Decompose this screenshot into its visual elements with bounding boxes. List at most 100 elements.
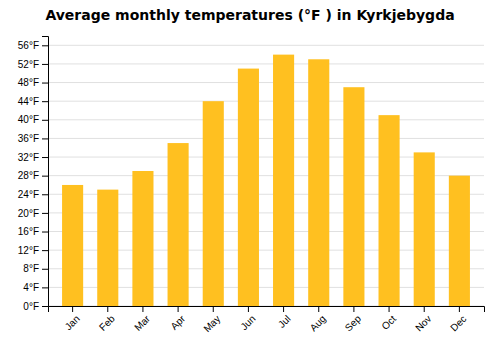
tick-label: 48°F [18, 77, 39, 88]
tick-mark [42, 306, 48, 307]
tick-label: Apr [169, 313, 188, 332]
tick-mark [213, 306, 214, 312]
tick: May [201, 306, 222, 334]
grid-line [48, 101, 484, 102]
tick: Dec [448, 306, 468, 333]
tick-label: Feb [97, 313, 117, 333]
tick: 52°F [18, 59, 48, 70]
tick-label: 40°F [18, 114, 39, 125]
grid-line [48, 138, 484, 139]
tick-label: 20°F [18, 208, 39, 219]
tick: 24°F [18, 189, 48, 200]
bar [203, 101, 224, 306]
tick: 28°F [18, 170, 48, 181]
tick-mark [42, 194, 48, 195]
tick-label: 8°F [23, 263, 39, 274]
tick: Aug [308, 306, 328, 333]
tick-label: Jun [238, 313, 257, 332]
bar [168, 143, 189, 306]
tick-mark [389, 306, 390, 312]
tick-label: 4°F [23, 282, 39, 293]
tick-label: Dec [448, 313, 468, 333]
bar [97, 190, 118, 306]
tick: 20°F [18, 208, 48, 219]
tick: 16°F [18, 226, 48, 237]
tick: Jun [238, 306, 257, 332]
bar [273, 55, 294, 306]
tick-label: 28°F [18, 170, 39, 181]
tick-label: 32°F [18, 152, 39, 163]
tick: Apr [169, 306, 188, 332]
tick-mark [42, 269, 48, 270]
bar [238, 69, 259, 306]
x-axis: Jan Feb Mar Apr May Jun Jul Aug Sep Oct Nov Dec [49, 306, 485, 334]
tick-mark [42, 176, 48, 177]
tick: 0°F [23, 301, 48, 312]
bar [414, 152, 435, 306]
tick: Oct [379, 306, 398, 332]
tick-label: Aug [308, 313, 328, 333]
tick-mark [42, 138, 48, 139]
tick-label: Mar [132, 313, 152, 333]
grid-line [48, 82, 484, 83]
tick-label: 24°F [18, 189, 39, 200]
tick-label: 56°F [18, 40, 39, 51]
tick: Mar [132, 306, 152, 333]
grid-line [48, 63, 484, 64]
tick-mark [424, 306, 425, 312]
tick-label: Oct [379, 313, 398, 332]
axis-line [49, 307, 485, 313]
tick: 56°F [18, 40, 48, 51]
tick: Sep [343, 306, 364, 333]
bar [132, 171, 153, 306]
bar [449, 176, 470, 306]
bar [62, 185, 83, 306]
tick: 48°F [18, 77, 48, 88]
tick: Jan [63, 306, 82, 332]
tick: 32°F [18, 152, 48, 163]
bar [379, 115, 400, 306]
bars [62, 55, 470, 306]
bar [308, 59, 329, 306]
tick: 40°F [18, 114, 48, 125]
title: Average monthly temperatures (°F ) in Ky… [45, 7, 454, 23]
tick-mark [42, 45, 48, 46]
tick-mark [42, 157, 48, 158]
axis-line [42, 37, 49, 307]
grid-line [48, 45, 484, 46]
tick: Jul [276, 306, 293, 330]
grid-line [48, 119, 484, 120]
tick-mark [142, 306, 143, 312]
tick-mark [42, 101, 48, 102]
tick-label: May [201, 313, 222, 334]
tick-label: 16°F [18, 226, 39, 237]
tick-mark [318, 306, 319, 312]
y-axis: 0°F 4°F 8°F 12°F 16°F 20°F 24°F 28°F 32°F 36°F 40°… [18, 37, 49, 312]
tick-mark [42, 213, 48, 214]
tick-mark [72, 306, 73, 312]
tick-label: 52°F [18, 59, 39, 70]
tick-mark [42, 287, 48, 288]
tick-mark [353, 306, 354, 312]
tick-label: Nov [413, 313, 433, 333]
tick: Feb [97, 306, 117, 333]
bar [343, 87, 364, 306]
tick-label: 36°F [18, 133, 39, 144]
tick-mark [42, 83, 48, 84]
tick: Nov [413, 306, 433, 333]
tick-mark [283, 306, 284, 312]
tick: 44°F [18, 96, 48, 107]
tick: 12°F [18, 245, 48, 256]
tick: 4°F [23, 282, 48, 293]
tick-label: Jul [276, 313, 293, 330]
tick-label: 12°F [18, 245, 39, 256]
tick-mark [107, 306, 108, 312]
tick: 8°F [23, 263, 48, 274]
tick-mark [248, 306, 249, 312]
grid [48, 45, 484, 306]
tick-mark [42, 120, 48, 121]
tick-mark [42, 250, 48, 251]
chart: 0°F 4°F 8°F 12°F 16°F 20°F 24°F 28°F 32°F 36°F 40°… [0, 0, 500, 350]
tick-mark [42, 64, 48, 65]
tick: 36°F [18, 133, 48, 144]
